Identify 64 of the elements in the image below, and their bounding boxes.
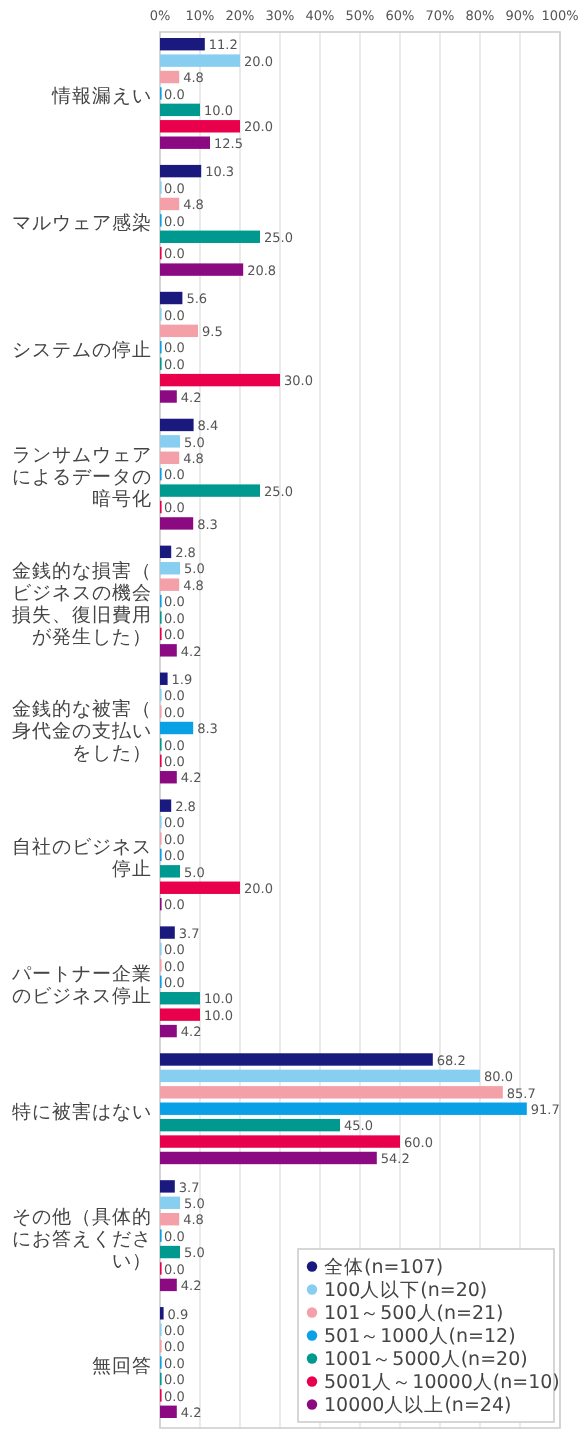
bar (160, 70, 180, 84)
bar (160, 197, 180, 211)
bar (160, 103, 200, 117)
bar (160, 545, 172, 559)
bar (160, 1245, 180, 1259)
bar (160, 120, 240, 133)
legend-label: 101～500人(n=21) (324, 1303, 504, 1326)
bar (160, 562, 180, 575)
legend-label: 10000人以上(n=24) (324, 1393, 512, 1418)
y-tick-label: その他（具体的にお答えください） (12, 1204, 152, 1273)
bar (160, 771, 177, 784)
y-tick-label: 無回答 (92, 1353, 152, 1378)
y-tick-label: ランサムウェアによるデータの暗号化 (12, 445, 152, 512)
legend-label: 501～1000人(n=12) (324, 1326, 516, 1349)
bar (160, 721, 194, 735)
bar (160, 1213, 180, 1226)
bar (160, 1086, 503, 1099)
bar (160, 1102, 527, 1115)
bar (160, 672, 168, 685)
bar (160, 1135, 400, 1148)
bar (160, 926, 175, 939)
legend-label: 全体(n=107) (324, 1255, 444, 1280)
legend-label: 100人以下(n=20) (324, 1278, 488, 1303)
y-tick-label: 金銭的な損害（ビジネスの機会損失、復旧費用が発生した） (12, 559, 152, 650)
bar (160, 1405, 177, 1418)
bar (160, 484, 260, 497)
bar (160, 1069, 480, 1083)
legend-label: 5001人～10000人(n=10) (324, 1372, 560, 1395)
y-tick-label: 金銭的な被害（身代金の支払いをした） (12, 697, 152, 765)
bar (160, 54, 240, 67)
bar (160, 1151, 377, 1165)
y-tick-label: システムの停止 (12, 338, 152, 363)
bar (160, 435, 180, 448)
bar (160, 799, 172, 812)
bar (160, 324, 198, 338)
bar (160, 517, 194, 530)
bar (160, 1053, 433, 1066)
y-tick-label: 情報漏えい (50, 84, 152, 109)
bar (160, 136, 210, 149)
y-tick-label: 自社のビジネス停止 (12, 834, 152, 881)
bar (160, 1008, 200, 1021)
bar (160, 390, 177, 403)
bar (160, 1278, 177, 1292)
bar (160, 373, 280, 387)
bar (160, 1196, 180, 1210)
y-tick-label: マルウェア感染 (12, 211, 152, 236)
bar (160, 1118, 340, 1132)
bar (160, 418, 194, 432)
bar (160, 263, 244, 276)
y-tick-label: パートナー企業のビジネス停止 (10, 961, 152, 1008)
bar (160, 164, 202, 178)
bar (160, 38, 205, 51)
bar (160, 865, 180, 878)
y-tick-label: 特に被害はない (12, 1099, 152, 1124)
bar (160, 1180, 175, 1193)
bar (160, 1024, 177, 1038)
bar (160, 291, 183, 305)
bar (160, 451, 180, 464)
bar (160, 230, 260, 243)
bar (160, 578, 180, 591)
bar (160, 644, 177, 657)
bar (160, 992, 200, 1005)
legend-label: 1001～5000人(n=20) (324, 1349, 528, 1372)
bar (160, 881, 240, 894)
